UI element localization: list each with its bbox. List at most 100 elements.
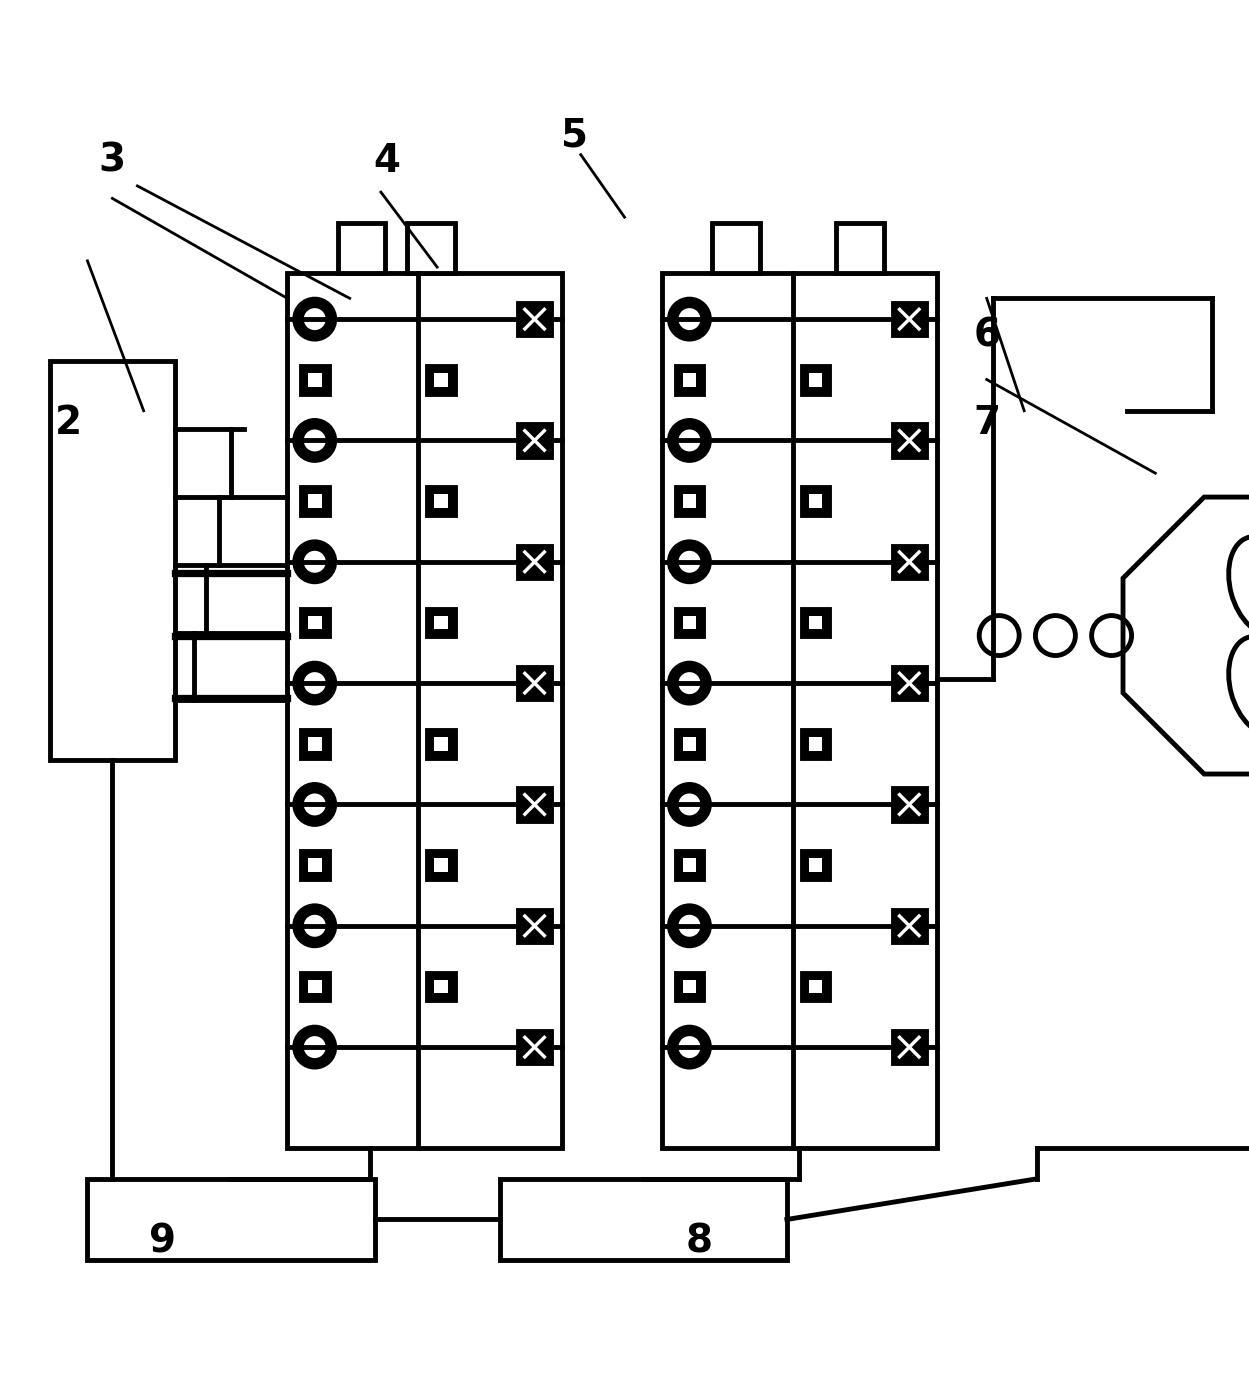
Circle shape — [295, 785, 335, 825]
Ellipse shape — [1229, 637, 1249, 734]
Bar — [893, 910, 926, 942]
Bar — [802, 730, 829, 758]
Circle shape — [295, 906, 335, 945]
Bar — [712, 223, 759, 274]
Bar — [676, 487, 703, 515]
Circle shape — [295, 420, 335, 461]
Text: 2: 2 — [55, 405, 82, 443]
Circle shape — [295, 299, 335, 339]
Bar — [301, 609, 328, 637]
Bar — [500, 1178, 787, 1261]
Bar — [682, 859, 697, 872]
Circle shape — [304, 671, 326, 694]
Bar — [427, 609, 455, 637]
Bar — [407, 223, 455, 274]
Circle shape — [669, 542, 709, 582]
Bar — [808, 373, 823, 387]
Bar — [676, 852, 703, 879]
Ellipse shape — [1229, 536, 1249, 635]
Text: 5: 5 — [561, 117, 588, 155]
Bar — [682, 980, 697, 994]
Bar — [676, 973, 703, 1001]
Bar — [307, 737, 322, 751]
Bar — [808, 737, 823, 751]
Circle shape — [669, 785, 709, 825]
Polygon shape — [1123, 497, 1249, 773]
Circle shape — [304, 793, 326, 815]
Bar — [676, 609, 703, 637]
Bar — [518, 667, 551, 699]
Bar — [301, 973, 328, 1001]
Bar — [433, 494, 448, 508]
Bar — [301, 366, 328, 394]
Circle shape — [678, 914, 701, 937]
Circle shape — [669, 906, 709, 945]
Bar — [893, 789, 926, 821]
Bar — [802, 487, 829, 515]
Text: 8: 8 — [686, 1223, 713, 1261]
Bar — [802, 366, 829, 394]
Bar — [893, 303, 926, 335]
Bar — [427, 852, 455, 879]
Bar — [427, 487, 455, 515]
Bar — [802, 973, 829, 1001]
Bar — [50, 360, 175, 761]
Circle shape — [678, 793, 701, 815]
Bar — [808, 980, 823, 994]
Bar — [433, 737, 448, 751]
Circle shape — [669, 663, 709, 704]
Bar — [802, 852, 829, 879]
Bar — [518, 910, 551, 942]
Text: 7: 7 — [973, 405, 1000, 443]
Bar — [427, 730, 455, 758]
Bar — [518, 303, 551, 335]
Circle shape — [669, 420, 709, 461]
Bar — [893, 546, 926, 578]
Bar — [427, 366, 455, 394]
Bar — [676, 730, 703, 758]
Bar — [802, 609, 829, 637]
Circle shape — [304, 1036, 326, 1058]
Text: 6: 6 — [973, 317, 1000, 355]
Circle shape — [304, 309, 326, 329]
Bar — [676, 366, 703, 394]
Bar — [433, 373, 448, 387]
Bar — [427, 973, 455, 1001]
Bar — [893, 1030, 926, 1064]
Circle shape — [669, 1027, 709, 1067]
Circle shape — [295, 542, 335, 582]
Circle shape — [669, 299, 709, 339]
Bar — [682, 373, 697, 387]
Bar — [808, 859, 823, 872]
Circle shape — [304, 914, 326, 937]
Bar — [307, 859, 322, 872]
Circle shape — [678, 671, 701, 694]
Text: 3: 3 — [99, 142, 126, 180]
Bar — [433, 616, 448, 630]
Bar — [307, 980, 322, 994]
Bar — [682, 616, 697, 630]
Circle shape — [295, 663, 335, 704]
Bar — [836, 223, 883, 274]
Circle shape — [304, 551, 326, 572]
Bar — [682, 737, 697, 751]
Bar — [808, 494, 823, 508]
Circle shape — [678, 309, 701, 329]
Bar — [433, 980, 448, 994]
Bar — [307, 373, 322, 387]
Bar — [433, 859, 448, 872]
Circle shape — [304, 430, 326, 451]
Bar — [893, 424, 926, 456]
Circle shape — [295, 1027, 335, 1067]
Bar — [518, 1030, 551, 1064]
Circle shape — [678, 430, 701, 451]
Bar — [87, 1178, 375, 1261]
Circle shape — [678, 1036, 701, 1058]
Bar — [518, 424, 551, 456]
Bar — [307, 616, 322, 630]
Bar — [662, 274, 937, 1148]
Bar — [337, 223, 385, 274]
Bar — [287, 274, 562, 1148]
Bar — [301, 852, 328, 879]
Bar — [307, 494, 322, 508]
